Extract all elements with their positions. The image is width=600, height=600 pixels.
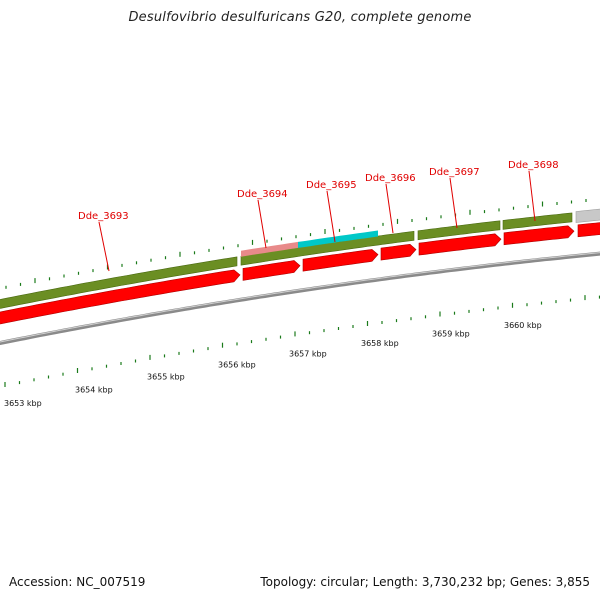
genome-backbone-highlight (0, 252, 600, 343)
gene-leader-line (385, 183, 394, 234)
gene-leader-line (449, 177, 458, 229)
reverse-cds-5 (503, 225, 575, 246)
gene-label: Dde_3694 (237, 189, 288, 200)
gene-leader-line (326, 190, 336, 243)
feature-cyan (298, 230, 378, 248)
reverse-cds-0 (0, 269, 241, 325)
reverse-cds-3 (380, 243, 417, 261)
kbp-label: 3656 kbp (218, 360, 256, 369)
kbp-label: 3655 kbp (147, 372, 185, 381)
kbp-label: 3658 kbp (361, 339, 399, 348)
gene-leader-line (257, 199, 267, 249)
accession-text: Accession: NC_007519 (9, 575, 146, 589)
gene-leader-line (528, 170, 536, 222)
gene-label: Dde_3696 (365, 173, 416, 184)
gene-label: Dde_3698 (508, 160, 559, 171)
forward-cds-0 (0, 256, 238, 309)
reverse-cds-1 (242, 260, 301, 281)
feature-grey (575, 208, 600, 223)
gene-label: Dde_3695 (306, 180, 357, 191)
map-layer: 3653 kbp 3654 kbp 3655 kbp 3656 kbp 3657 kbp… (0, 160, 600, 408)
genome-backbone (0, 251, 600, 346)
genome-stats-text: Topology: circular; Length: 3,730,232 bp… (260, 575, 590, 589)
gene-leader-line (98, 221, 110, 272)
kbp-label: 3657 kbp (289, 349, 327, 358)
kbp-label: 3660 kbp (504, 321, 542, 330)
reverse-cds-4 (418, 233, 502, 256)
gene-label: Dde_3697 (429, 167, 480, 178)
forward-cds-3 (502, 212, 573, 230)
genome-title: Desulfovibrio desulfuricans G20, complet… (128, 10, 472, 25)
gene-label: Dde_3693 (78, 211, 129, 222)
kbp-label: 3653 kbp (4, 399, 42, 408)
forward-cds-2 (417, 220, 501, 241)
reverse-cds-6 (577, 222, 600, 238)
feature-pink (241, 241, 298, 257)
reverse-cds-2 (302, 249, 379, 272)
kbp-label: 3659 kbp (432, 330, 470, 339)
kbp-label: 3654 kbp (75, 386, 113, 395)
